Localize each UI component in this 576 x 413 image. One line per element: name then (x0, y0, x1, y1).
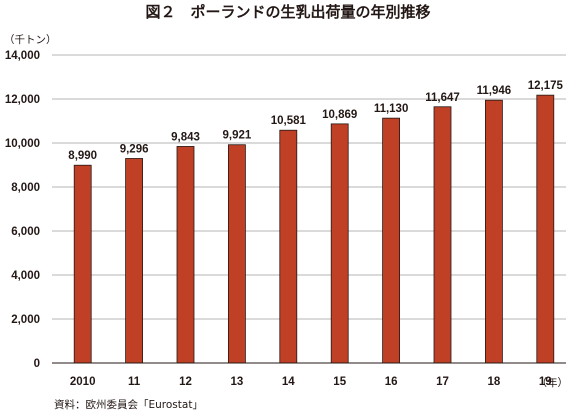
y-tick-label: 10,000 (5, 138, 40, 150)
bar (330, 123, 349, 364)
bar (73, 164, 92, 364)
bar (176, 146, 195, 364)
bar-value-label: 12,175 (528, 80, 564, 92)
x-tick-label: 11 (128, 376, 141, 388)
x-tick-label: 13 (231, 376, 244, 388)
x-tick-label: 15 (333, 376, 346, 388)
y-tick-label: 12,000 (5, 94, 40, 106)
y-tick-label: 8,000 (11, 182, 40, 194)
bar-value-label: 9,843 (171, 131, 200, 143)
y-tick-label: 14,000 (5, 50, 40, 62)
bar-value-label: 9,921 (223, 130, 252, 142)
bar (484, 99, 503, 364)
x-tick-label: 19 (539, 376, 552, 388)
y-tick-label: 0 (34, 358, 40, 370)
x-tick-label: 18 (488, 376, 501, 388)
chart-title: 図２ ポーランドの生乳出荷量の年別推移 (145, 3, 430, 21)
y-axis-unit-label: （千トン） (4, 34, 57, 46)
x-tick-label: 2010 (70, 376, 96, 388)
x-tick-label: 16 (385, 376, 398, 388)
bar (279, 129, 298, 364)
bar-value-label: 11,130 (374, 103, 409, 115)
bar (536, 94, 555, 364)
bar-value-label: 11,647 (425, 92, 460, 104)
bar (382, 117, 401, 364)
y-tick-label: 4,000 (11, 270, 40, 282)
source-note: 資料：欧州委員会「Eurostat」 (54, 398, 203, 411)
bar (433, 106, 452, 364)
bar-value-label: 11,946 (477, 85, 512, 97)
x-axis-unit-label: （年） (537, 376, 569, 389)
bar-value-label: 10,581 (271, 115, 307, 127)
bar (227, 144, 246, 364)
bar-value-label: 8,990 (68, 150, 97, 162)
y-tick-label: 2,000 (11, 314, 40, 326)
y-axis-ticks: 0 2,000 4,000 6,000 8,000 10,000 12,000 14,000 (5, 50, 40, 370)
bar (125, 158, 143, 364)
bar-value-label: 10,869 (322, 109, 357, 121)
data-labels: 8,990 9,296 9,843 9,921 10,581 10,869 11,130 11… (68, 80, 563, 162)
bar-series (73, 94, 555, 364)
x-axis-ticks: 2010 11 12 13 14 15 16 17 18 19 (70, 376, 552, 388)
x-tick-label: 12 (179, 376, 192, 388)
bar-value-label: 9,296 (120, 143, 149, 155)
x-tick-label: 14 (282, 376, 295, 388)
y-tick-label: 6,000 (11, 226, 40, 238)
x-tick-label: 17 (436, 376, 449, 388)
